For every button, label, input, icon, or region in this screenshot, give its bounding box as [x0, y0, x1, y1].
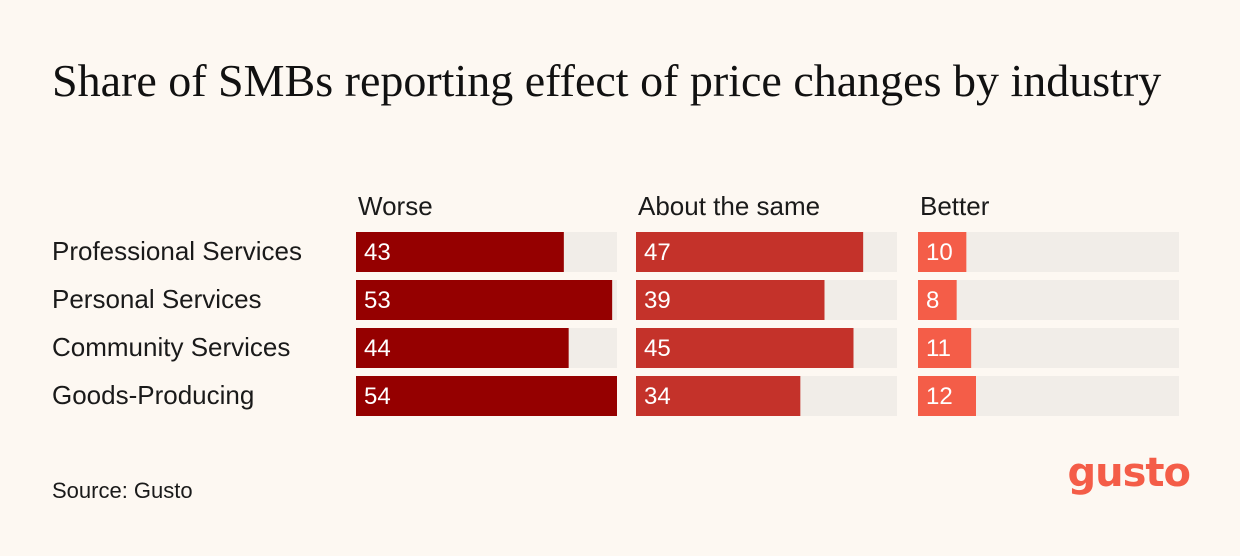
- bar-track: [918, 280, 1179, 320]
- row-label-professional-services: Professional Services: [52, 236, 302, 266]
- gusto-logo: gusto: [1067, 450, 1191, 496]
- bar-about-the-same-goods-producing: [636, 376, 801, 416]
- bar-better-personal-services: [918, 280, 957, 320]
- bar-better-goods-producing: [918, 376, 976, 416]
- row-label-goods-producing: Goods-Producing: [52, 380, 254, 410]
- row-label-community-services: Community Services: [52, 332, 290, 362]
- value-label: 11: [926, 335, 951, 362]
- value-label: 47: [644, 239, 671, 266]
- value-label: 10: [926, 239, 953, 266]
- column-header-worse: Worse: [358, 191, 433, 221]
- bar-better-professional-services: [918, 232, 967, 272]
- chart-title: Share of SMBs reporting effect of price …: [52, 55, 1162, 106]
- value-label: 54: [364, 383, 391, 410]
- bar-about-the-same-personal-services: [636, 280, 825, 320]
- column-header-better: Better: [920, 191, 990, 221]
- value-label: 43: [364, 239, 391, 266]
- value-label: 44: [364, 335, 391, 362]
- value-label: 12: [926, 383, 953, 410]
- source-note: Source: Gusto: [52, 478, 193, 503]
- bar-worse-personal-services: [356, 280, 613, 320]
- row-label-personal-services: Personal Services: [52, 284, 262, 314]
- value-label: 39: [644, 287, 671, 314]
- column-header-about-the-same: About the same: [638, 191, 820, 221]
- value-label: 53: [364, 287, 391, 314]
- value-label: 34: [644, 383, 671, 410]
- bar-worse-goods-producing: [356, 376, 617, 416]
- bar-about-the-same-community-services: [636, 328, 854, 368]
- bar-worse-community-services: [356, 328, 569, 368]
- bar-worse-professional-services: [356, 232, 564, 272]
- bar-about-the-same-professional-services: [636, 232, 864, 272]
- value-label: 8: [926, 287, 939, 314]
- value-label: 45: [644, 335, 671, 362]
- bar-better-community-services: [918, 328, 972, 368]
